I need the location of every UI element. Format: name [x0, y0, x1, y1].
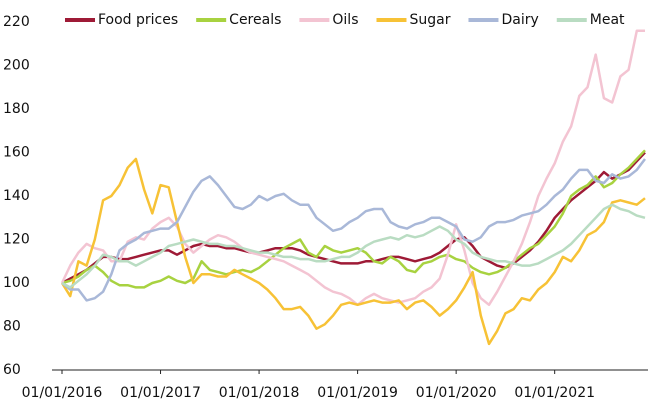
legend-label: Food prices — [98, 12, 178, 28]
series-line — [60, 29, 645, 307]
legend-label: Dairy — [501, 12, 538, 28]
series-line — [60, 157, 646, 346]
series-line — [61, 203, 646, 289]
y-tick-label: 200 — [3, 58, 30, 74]
y-tick-label: 60 — [3, 362, 21, 378]
x-tick-label: 01/01/2017 — [120, 385, 201, 401]
legend-label: Meat — [590, 12, 625, 28]
legend-label: Oils — [332, 12, 358, 28]
y-tick-label: 220 — [3, 14, 30, 30]
legend-label: Cereals — [229, 12, 281, 28]
y-tick-label: 120 — [3, 232, 30, 248]
x-tick-label: 01/01/2020 — [416, 385, 497, 401]
series-line — [61, 149, 646, 289]
y-tick-label: 100 — [3, 275, 30, 291]
x-tick-label: 01/01/2019 — [317, 385, 398, 401]
y-tick-label: 160 — [3, 145, 30, 161]
series-line — [61, 158, 646, 302]
x-tick-label: 01/01/2018 — [219, 385, 300, 401]
series-line — [61, 151, 646, 285]
y-tick-label: 80 — [3, 319, 21, 335]
y-tick-label: 140 — [3, 188, 30, 204]
legend-label: Sugar — [409, 12, 450, 28]
x-tick-label: 01/01/2021 — [514, 385, 595, 401]
y-tick-label: 180 — [3, 101, 30, 117]
x-tick-label: 01/01/2016 — [22, 385, 103, 401]
